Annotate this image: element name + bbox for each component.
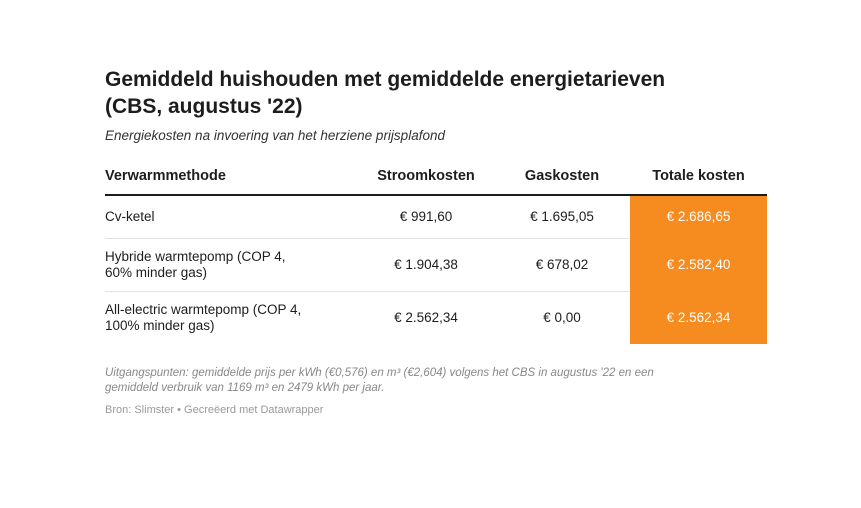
header-stroom: Stroomkosten xyxy=(358,168,494,196)
chart-container: Gemiddeld huishouden met gemiddelde ener… xyxy=(105,66,767,416)
method-cell: Cv-ketel xyxy=(105,195,358,239)
total-cell: € 2.562,34 xyxy=(630,291,767,344)
total-cell: € 2.582,40 xyxy=(630,238,767,292)
cost-table: Verwarmmethode Stroomkosten Gaskosten To… xyxy=(105,168,767,344)
table-row: Cv-ketel € 991,60 € 1.695,05 € 2.686,65 xyxy=(105,195,767,239)
stroom-cell: € 1.904,38 xyxy=(358,238,494,292)
method-cell: Hybride warmtepomp (COP 4, 60% minder ga… xyxy=(105,238,358,292)
gas-cell: € 1.695,05 xyxy=(494,195,630,239)
table-row: Hybride warmtepomp (COP 4, 60% minder ga… xyxy=(105,238,767,292)
total-cell: € 2.686,65 xyxy=(630,195,767,239)
method-label-line-2: 100% minder gas) xyxy=(105,318,215,333)
method-label-line-2: 60% minder gas) xyxy=(105,265,208,280)
header-gas: Gaskosten xyxy=(494,168,630,196)
table-header-row: Verwarmmethode Stroomkosten Gaskosten To… xyxy=(105,168,767,196)
header-totaal: Totale kosten xyxy=(630,168,767,196)
chart-title: Gemiddeld huishouden met gemiddelde ener… xyxy=(105,66,767,120)
title-line-2: (CBS, augustus '22) xyxy=(105,95,303,118)
chart-notes: Uitgangspunten: gemiddelde prijs per kWh… xyxy=(105,366,767,396)
method-label-line-1: All-electric warmtepomp (COP 4, xyxy=(105,302,302,317)
stroom-cell: € 2.562,34 xyxy=(394,310,458,325)
chart-subtitle: Energiekosten na invoering van het herzi… xyxy=(105,128,445,143)
notes-line-2: gemiddeld verbruik van 1169 m³ en 2479 k… xyxy=(105,382,385,394)
gas-cell: € 678,02 xyxy=(494,238,630,292)
gas-cell: € 0,00 xyxy=(543,310,581,325)
stroom-cell: € 991,60 xyxy=(358,195,494,239)
table-row: All-electric warmtepomp (COP 4, 100% min… xyxy=(105,291,767,345)
method-label: Cv-ketel xyxy=(105,209,155,224)
header-method: Verwarmmethode xyxy=(105,168,358,196)
title-line-1: Gemiddeld huishouden met gemiddelde ener… xyxy=(105,68,666,91)
notes-line-1: Uitgangspunten: gemiddelde prijs per kWh… xyxy=(105,367,654,379)
chart-source: Bron: Slimster • Gecreëerd met Datawrapp… xyxy=(105,404,324,416)
method-label-line-1: Hybride warmtepomp (COP 4, xyxy=(105,249,286,264)
method-cell: All-electric warmtepomp (COP 4, 100% min… xyxy=(105,292,358,345)
